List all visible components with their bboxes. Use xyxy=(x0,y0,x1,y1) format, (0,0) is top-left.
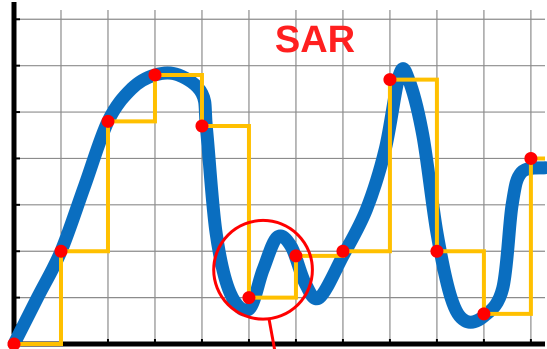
chart-title: SAR xyxy=(275,19,355,61)
sample-point xyxy=(242,291,256,305)
sample-point xyxy=(336,244,350,258)
sample-point xyxy=(383,73,397,87)
sample-point xyxy=(101,114,115,128)
sample-point xyxy=(54,244,68,258)
highlight-pointer xyxy=(267,318,277,349)
analog-signal-curve xyxy=(7,62,547,349)
sample-point xyxy=(477,307,491,321)
sample-point xyxy=(430,244,444,258)
sample-points xyxy=(7,68,538,349)
sample-point xyxy=(7,337,21,349)
sample-point xyxy=(195,119,209,133)
sample-point xyxy=(524,151,538,165)
axes xyxy=(11,2,545,347)
highlight-circle xyxy=(212,218,314,321)
annotation xyxy=(212,218,314,349)
sample-point xyxy=(148,68,162,82)
sample-hold-steps xyxy=(14,72,545,346)
sample-point xyxy=(289,249,303,263)
